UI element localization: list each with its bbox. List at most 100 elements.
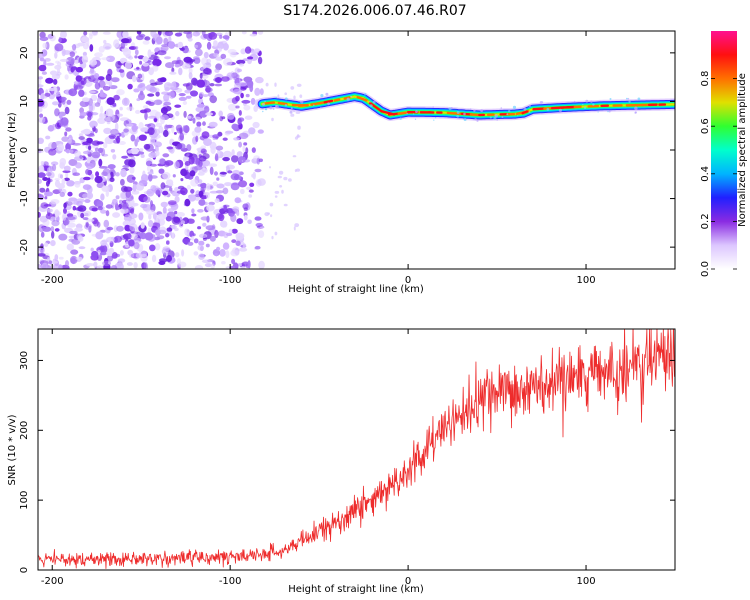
noise-blob bbox=[144, 123, 152, 127]
noise-blob bbox=[97, 206, 103, 211]
noise-blob bbox=[175, 110, 180, 117]
noise-blob bbox=[105, 108, 114, 117]
noise-speck bbox=[296, 168, 300, 172]
noise-blob bbox=[175, 124, 183, 132]
noise-blob bbox=[233, 76, 237, 81]
noise-blob bbox=[126, 106, 135, 111]
noise-blob bbox=[45, 135, 51, 140]
noise-blob bbox=[118, 141, 126, 145]
noise-blob bbox=[50, 226, 55, 232]
noise-blob bbox=[251, 147, 256, 153]
noise-blob bbox=[225, 164, 235, 170]
noise-blob bbox=[101, 178, 107, 182]
noise-blob bbox=[162, 206, 167, 214]
noise-blob bbox=[126, 262, 133, 266]
noise-blob bbox=[135, 182, 145, 191]
noise-blob bbox=[186, 184, 191, 190]
x-tick-label: 0 bbox=[405, 576, 411, 587]
y-tick-label: 20 bbox=[19, 46, 30, 59]
noise-blob bbox=[247, 219, 252, 225]
noise-blob bbox=[161, 248, 169, 255]
ridge-speck bbox=[284, 104, 288, 107]
noise-blob bbox=[110, 149, 116, 153]
noise-blob bbox=[205, 243, 210, 248]
ridge-speck bbox=[626, 97, 628, 100]
noise-blob bbox=[188, 67, 193, 75]
noise-speck bbox=[274, 195, 278, 198]
noise-blob bbox=[142, 170, 146, 179]
noise-blob bbox=[223, 58, 233, 67]
noise-blob bbox=[69, 255, 78, 265]
noise-blob bbox=[198, 233, 208, 239]
noise-blob bbox=[138, 249, 147, 258]
noise-blob bbox=[205, 225, 215, 231]
noise-blob bbox=[239, 188, 245, 195]
noise-blob bbox=[38, 263, 42, 269]
noise-blob bbox=[225, 232, 233, 237]
noise-blob bbox=[150, 82, 158, 86]
noise-blob bbox=[147, 93, 155, 97]
noise-region bbox=[38, 31, 303, 269]
noise-blob bbox=[61, 136, 69, 142]
noise-blob bbox=[136, 98, 141, 102]
noise-blob bbox=[138, 212, 144, 221]
noise-speck bbox=[297, 125, 301, 130]
snr-plot-area bbox=[38, 329, 675, 570]
noise-blob bbox=[162, 153, 170, 158]
noise-blob bbox=[134, 46, 139, 50]
noise-blob bbox=[241, 99, 251, 104]
ridge-speck bbox=[496, 119, 499, 121]
noise-blob bbox=[52, 101, 59, 106]
noise-blob bbox=[255, 76, 264, 84]
noise-blob bbox=[67, 191, 73, 197]
ridge-speck bbox=[512, 105, 517, 109]
noise-blob bbox=[242, 243, 246, 249]
noise-blob bbox=[64, 106, 70, 115]
noise-blob bbox=[79, 112, 88, 117]
x-tick-label: 100 bbox=[576, 275, 595, 286]
noise-blob bbox=[137, 151, 145, 155]
noise-blob bbox=[103, 142, 108, 149]
noise-speck bbox=[270, 214, 273, 218]
noise-blob bbox=[187, 37, 193, 42]
noise-blob bbox=[177, 41, 184, 49]
noise-blob bbox=[123, 35, 132, 39]
noise-blob bbox=[124, 61, 132, 70]
noise-blob bbox=[76, 256, 83, 261]
noise-blob bbox=[216, 177, 220, 181]
noise-blob bbox=[61, 178, 66, 185]
noise-blob bbox=[147, 220, 154, 228]
noise-blob bbox=[100, 193, 105, 201]
noise-blob bbox=[44, 242, 49, 247]
noise-blob bbox=[97, 117, 106, 125]
noise-blob bbox=[160, 114, 169, 121]
noise-blob bbox=[109, 177, 115, 183]
noise-blob bbox=[213, 53, 219, 58]
noise-blob bbox=[248, 189, 254, 193]
noise-blob bbox=[50, 240, 56, 247]
noise-speck bbox=[293, 226, 296, 231]
ridge-speck bbox=[585, 99, 589, 103]
noise-blob bbox=[227, 170, 233, 174]
noise-blob bbox=[152, 65, 159, 72]
noise-blob bbox=[187, 218, 195, 224]
noise-speck bbox=[271, 235, 274, 240]
ridge-speck bbox=[634, 111, 637, 114]
noise-blob bbox=[52, 164, 57, 172]
noise-blob bbox=[42, 161, 49, 167]
ridge-speck bbox=[269, 106, 273, 110]
noise-blob bbox=[132, 183, 137, 192]
noise-blob bbox=[72, 172, 80, 176]
noise-blob bbox=[206, 183, 211, 191]
noise-speck bbox=[292, 155, 297, 158]
noise-blob bbox=[127, 83, 133, 90]
noise-blob bbox=[235, 232, 245, 240]
noise-blob bbox=[75, 66, 83, 73]
noise-blob bbox=[222, 157, 230, 162]
noise-speck bbox=[299, 94, 303, 98]
ridge-speck bbox=[609, 98, 612, 100]
noise-blob bbox=[258, 158, 263, 163]
noise-blob bbox=[128, 159, 136, 168]
noise-blob bbox=[223, 150, 232, 158]
noise-blob bbox=[212, 181, 218, 187]
